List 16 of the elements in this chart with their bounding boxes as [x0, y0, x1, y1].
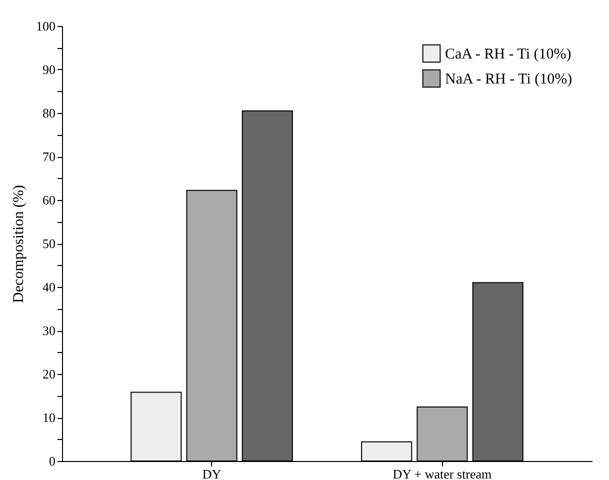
y-tick-label: 100 — [36, 18, 56, 34]
y-tick-label: 20 — [42, 366, 56, 382]
y-tick-label: 70 — [42, 149, 56, 164]
x-tick-label: DY — [202, 466, 222, 480]
y-tick-label: 50 — [42, 236, 56, 251]
y-tick-label: 10 — [42, 410, 56, 425]
y-tick-label: 30 — [42, 323, 56, 338]
y-tick-label: 60 — [42, 192, 56, 208]
y-tick-label: 80 — [42, 106, 56, 120]
legend-label: NaA - RH - Ti (10%) — [445, 72, 572, 88]
y-tick-label: 90 — [42, 62, 56, 77]
y-axis-title: Decomposition (%) — [11, 185, 27, 303]
y-tick-label: 40 — [42, 280, 56, 294]
legend-label: CaA - RH - Ti (10%) — [445, 46, 572, 62]
y-tick-label: 0 — [49, 454, 56, 468]
x-tick-label: DY + water stream — [392, 466, 492, 480]
